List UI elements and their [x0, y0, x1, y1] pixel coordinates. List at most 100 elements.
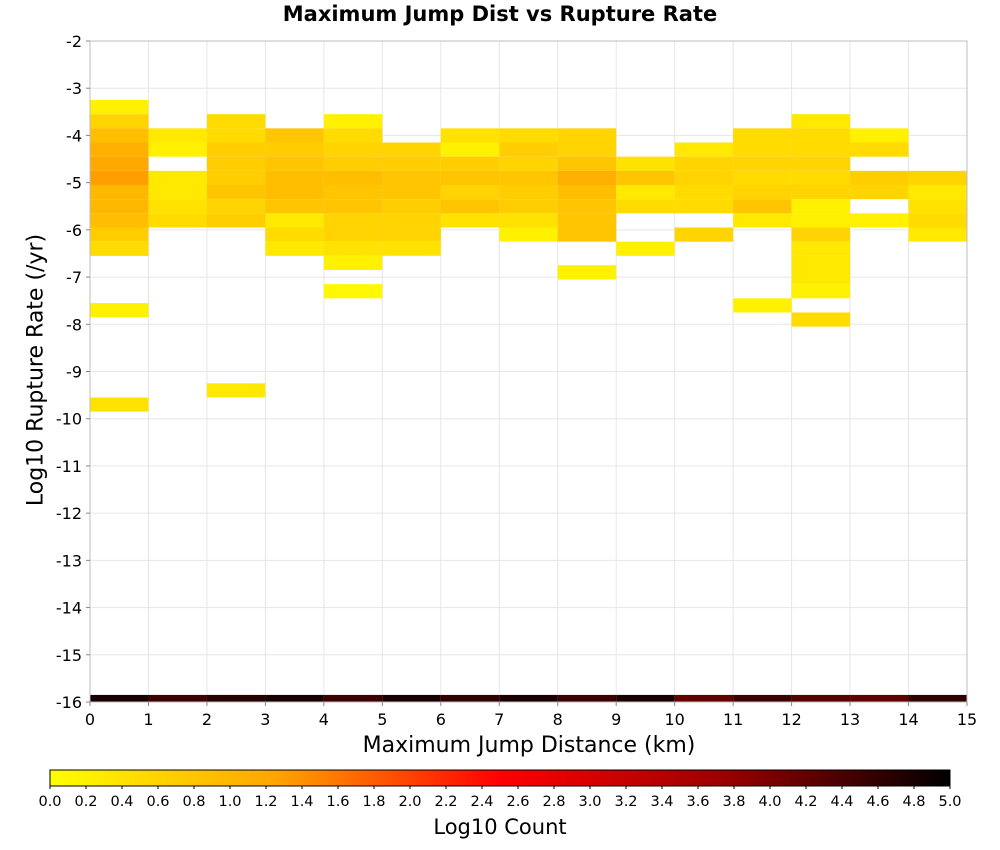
heatmap-cell — [90, 100, 149, 115]
heatmap-cell — [148, 185, 207, 200]
colorbar-tick-label: 2.6 — [506, 794, 529, 810]
heatmap-cell — [382, 170, 441, 186]
heatmap-cell — [382, 199, 441, 214]
heatmap-cell — [90, 199, 149, 214]
heatmap-cell-bottom-row — [265, 694, 324, 702]
heatmap-cell — [616, 199, 675, 214]
heatmap-cell — [674, 170, 734, 186]
heatmap-cell-bottom-row — [733, 694, 792, 702]
heatmap-cell — [733, 128, 792, 143]
colorbar-tick-label: 5.0 — [938, 794, 961, 810]
y-tick-label: -9 — [66, 363, 82, 382]
heatmap-cell — [440, 213, 500, 228]
heatmap-cell — [382, 213, 441, 228]
heatmap-cell — [323, 284, 383, 299]
heatmap-cell-bottom-row — [382, 694, 441, 702]
heatmap-cell — [90, 114, 149, 129]
heatmap-cell — [499, 142, 558, 157]
heatmap-cell-bottom-row — [850, 694, 909, 702]
heatmap-cell — [206, 170, 266, 186]
y-tick-label: -14 — [56, 599, 82, 618]
colorbar-tick-label: 0.6 — [146, 794, 169, 810]
heatmap-cell — [440, 170, 500, 186]
heatmap-cell-bottom-row — [616, 694, 675, 702]
heatmap-cell — [440, 199, 500, 214]
heatmap-cell — [616, 241, 675, 256]
heatmap-cell — [323, 128, 383, 143]
heatmap-cell — [791, 142, 851, 157]
colorbar-tick-label: 3.0 — [578, 794, 601, 810]
heatmap-cell — [323, 185, 383, 200]
heatmap-cell — [206, 128, 266, 143]
colorbar-tick-label: 2.4 — [470, 794, 493, 810]
y-tick-label: -15 — [56, 646, 82, 665]
colorbar-tick-label: 2.8 — [542, 794, 565, 810]
heatmap-cell — [557, 227, 617, 242]
heatmap-cell — [791, 128, 851, 143]
heatmap-cell — [323, 199, 383, 214]
x-tick-label: 7 — [494, 710, 504, 729]
colorbar-tick-label: 4.8 — [902, 794, 925, 810]
heatmap-cell-bottom-row — [148, 694, 207, 702]
heatmap-cell — [265, 185, 324, 200]
x-tick-label: 12 — [781, 710, 801, 729]
heatmap-cell — [265, 142, 324, 157]
heatmap-cell — [499, 128, 558, 143]
heatmap-cell — [557, 142, 617, 157]
heatmap-cell — [382, 241, 441, 256]
heatmap-cell — [791, 170, 851, 186]
y-tick-label: -6 — [66, 221, 82, 240]
heatmap-cell — [148, 142, 207, 157]
heatmap-cell — [440, 142, 500, 157]
y-tick-label: -3 — [66, 79, 82, 98]
heatmap-cell — [440, 185, 500, 200]
heatmap-cell — [733, 170, 792, 186]
x-tick-label: 1 — [143, 710, 153, 729]
colorbar-label: Log10 Count — [433, 815, 567, 839]
x-tick-label: 11 — [723, 710, 743, 729]
heatmap-cell — [90, 397, 149, 412]
colorbar-tick-label: 1.2 — [254, 794, 277, 810]
heatmap-cell-bottom-row — [908, 694, 967, 702]
heatmap-cell — [908, 199, 967, 214]
heatmap-cell — [557, 156, 617, 171]
heatmap-cell — [733, 199, 792, 214]
heatmap-cell — [616, 170, 675, 186]
heatmap-cell — [265, 128, 324, 143]
heatmap-cell — [148, 199, 207, 214]
heatmap-cell — [733, 142, 792, 157]
heatmap-cell — [791, 156, 851, 171]
x-tick-label: 5 — [377, 710, 387, 729]
colorbar-tick-label: 4.0 — [758, 794, 781, 810]
x-tick-label: 13 — [840, 710, 860, 729]
heatmap-cell-bottom-row — [791, 694, 851, 702]
heatmap-cell-bottom-row — [499, 694, 558, 702]
heatmap-cell — [323, 213, 383, 228]
heatmap-cell — [791, 255, 851, 270]
heatmap-cell — [206, 383, 266, 398]
heatmap-cell — [557, 185, 617, 200]
heatmap-cell — [265, 156, 324, 171]
heatmap-cell — [265, 170, 324, 186]
x-tick-label: 15 — [957, 710, 977, 729]
heatmap-cell — [616, 185, 675, 200]
colorbar-tick-label: 3.2 — [614, 794, 637, 810]
heatmap-cell — [791, 185, 851, 200]
heatmap-cell — [791, 241, 851, 256]
heatmap-cell — [90, 170, 149, 186]
colorbar-tick-label: 1.6 — [326, 794, 349, 810]
colorbar-tick-label: 2.0 — [398, 794, 421, 810]
heatmap-cell — [791, 114, 851, 129]
chart-title: Maximum Jump Dist vs Rupture Rate — [282, 2, 718, 26]
heatmap-cell — [850, 213, 909, 228]
heatmap-cell-bottom-row — [557, 694, 617, 702]
heatmap-cell — [90, 227, 149, 242]
heatmap-cell — [440, 128, 500, 143]
colorbar-tick-label: 4.2 — [794, 794, 817, 810]
y-tick-label: -5 — [66, 174, 82, 193]
y-tick-label: -4 — [66, 126, 82, 145]
heatmap-cell — [323, 170, 383, 186]
heatmap-cell — [908, 227, 967, 242]
y-tick-label: -7 — [66, 268, 82, 287]
